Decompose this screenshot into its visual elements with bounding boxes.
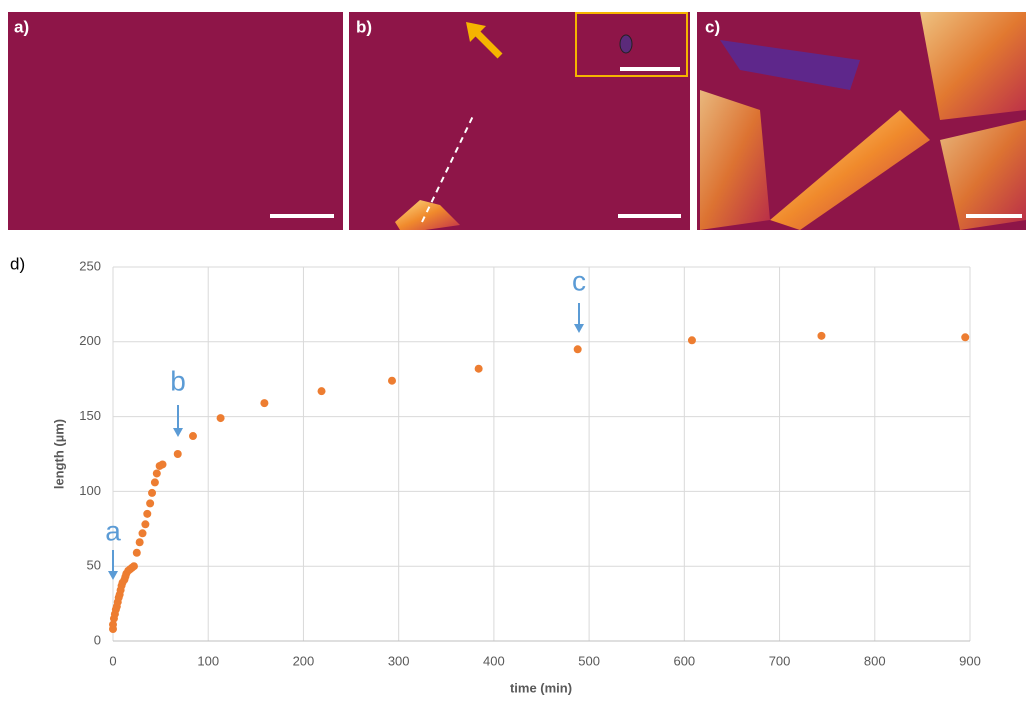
point <box>138 529 147 538</box>
arrow <box>471 27 503 59</box>
point <box>388 376 397 385</box>
point <box>961 333 970 342</box>
micrograph <box>8 12 343 230</box>
x-tick-label: 200 <box>293 653 315 668</box>
point <box>317 387 326 396</box>
point <box>150 478 159 487</box>
x-tick-label: 900 <box>959 653 981 668</box>
point <box>173 450 182 458</box>
point <box>141 520 150 529</box>
y-tick-label: 100 <box>79 483 101 498</box>
point <box>109 620 117 629</box>
point <box>687 336 696 345</box>
point <box>143 509 152 518</box>
point <box>474 364 483 373</box>
point <box>152 469 161 478</box>
point <box>146 499 155 508</box>
crystal <box>920 12 1026 120</box>
x-tick-label: 800 <box>864 653 886 668</box>
point <box>216 414 225 423</box>
x-tick-label: 700 <box>769 653 791 668</box>
x-tick-label: 500 <box>578 653 600 668</box>
crystal <box>770 110 930 230</box>
point <box>817 331 826 340</box>
x-tick-label: 300 <box>388 653 410 668</box>
point <box>148 488 157 497</box>
annotation-arrowhead <box>108 571 118 580</box>
annotation-arrowhead <box>574 324 584 333</box>
x-tick-label: 600 <box>673 653 695 668</box>
y-tick-label: 250 <box>79 258 101 273</box>
y-axis-label: length (µm) <box>51 419 66 489</box>
nucleus <box>619 34 633 54</box>
arrowhead <box>466 22 486 42</box>
annotation: c <box>572 265 586 296</box>
x-tick-label: 100 <box>197 653 219 668</box>
point <box>135 538 144 547</box>
crystal <box>720 40 860 90</box>
y-tick-label: 200 <box>79 333 101 348</box>
point <box>188 432 197 441</box>
panel-label: d) <box>10 254 25 273</box>
point <box>132 548 141 557</box>
x-tick-label: 400 <box>483 653 505 668</box>
point <box>158 460 167 469</box>
y-tick-label: 150 <box>79 408 101 423</box>
y-tick-label: 50 <box>87 558 101 573</box>
panel-label: b) <box>356 17 372 36</box>
dashed-line <box>421 115 474 223</box>
crystal <box>700 90 770 230</box>
x-axis-label: time (min) <box>510 680 572 695</box>
panel-label: c) <box>705 17 720 36</box>
y-tick-label: 0 <box>94 632 101 647</box>
point <box>260 399 269 408</box>
crystal <box>395 200 460 230</box>
point <box>129 562 138 571</box>
crystal <box>940 120 1026 230</box>
panel-label: a) <box>14 17 29 36</box>
annotation: a <box>105 515 121 546</box>
annotation-arrowhead <box>173 428 183 437</box>
point <box>573 345 582 354</box>
annotation: b <box>170 365 186 396</box>
x-tick-label: 0 <box>109 653 116 668</box>
